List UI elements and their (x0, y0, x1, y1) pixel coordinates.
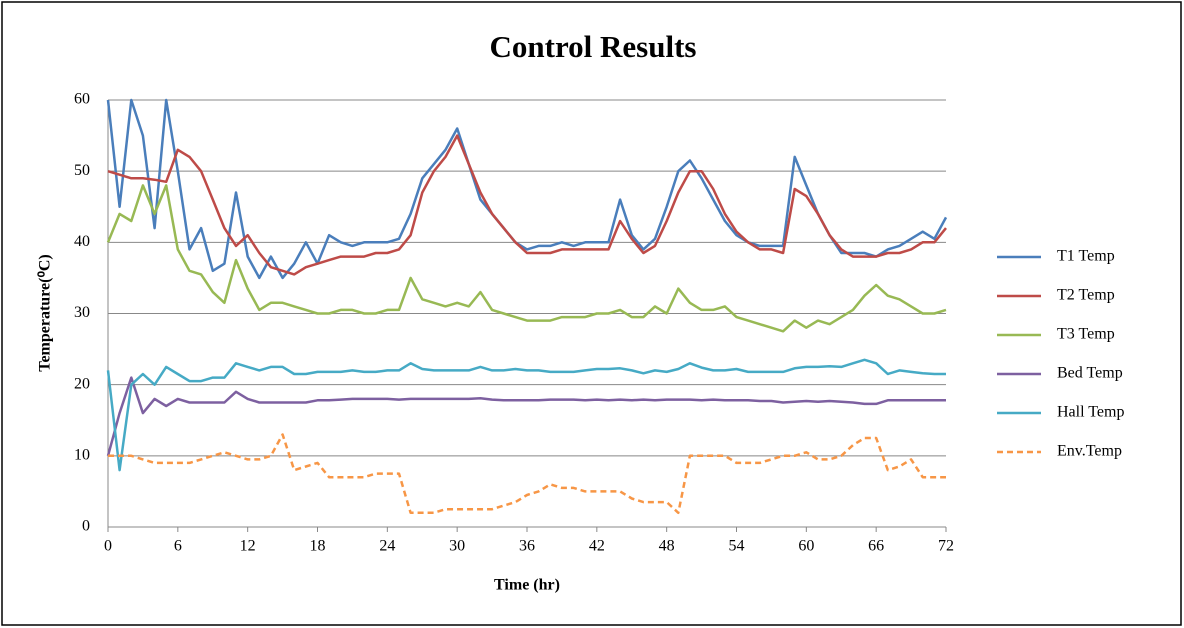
chart-title: Control Results (490, 29, 697, 64)
x-tick-label: 6 (174, 538, 182, 555)
x-tick-label: 48 (659, 538, 675, 555)
legend-label: T2 Temp (1057, 287, 1115, 304)
y-tick-label: 50 (74, 162, 90, 179)
x-tick-label: 60 (798, 538, 814, 555)
series-line (106, 376, 946, 457)
x-tick-label: 54 (729, 538, 745, 555)
legend-label: Env.Temp (1057, 443, 1122, 460)
x-tick-label: 36 (519, 538, 535, 555)
series-line (108, 433, 946, 515)
y-tick-label: 20 (74, 375, 90, 392)
y-tick-label: 60 (74, 91, 90, 108)
series-line (106, 184, 947, 333)
y-tick-label: 10 (74, 447, 90, 464)
y-tick-label: 30 (74, 304, 90, 321)
series-line (107, 134, 947, 276)
series-line (106, 98, 948, 280)
x-tick-label: 24 (379, 538, 395, 555)
x-tick-label: 18 (310, 538, 326, 555)
x-tick-label: 72 (938, 538, 954, 555)
legend-label: Hall Temp (1057, 404, 1124, 421)
x-tick-label: 42 (589, 538, 605, 555)
x-axis-label: Time (hr) (494, 577, 560, 594)
y-tick-label: 0 (82, 518, 90, 535)
x-tick-label: 66 (868, 538, 884, 555)
y-tick-label: 40 (74, 233, 90, 250)
legend-label: T3 Temp (1057, 326, 1115, 343)
legend-label: Bed Temp (1057, 365, 1123, 382)
series-line (106, 358, 946, 472)
x-tick-label: 12 (240, 538, 256, 555)
x-tick-label: 0 (104, 538, 112, 555)
x-tick-label: 30 (449, 538, 465, 555)
y-axis-label: Temperature(⁰C) (37, 254, 54, 372)
legend-label: T1 Temp (1057, 248, 1115, 265)
